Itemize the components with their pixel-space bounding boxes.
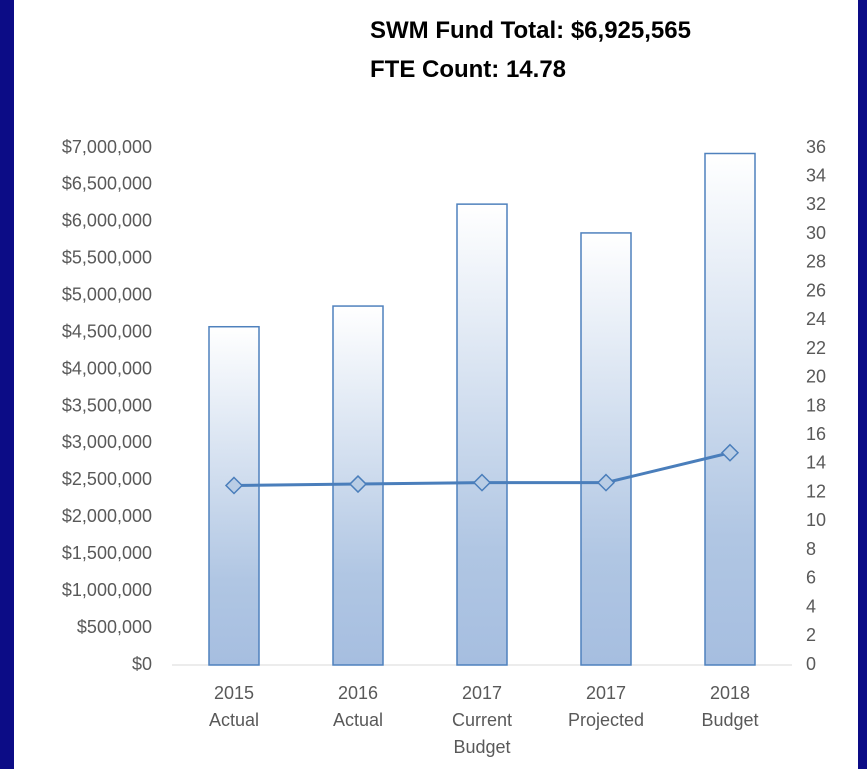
y2-tick-label: 10 xyxy=(806,510,826,530)
y2-tick-label: 4 xyxy=(806,596,816,616)
y2-tick-label: 20 xyxy=(806,367,826,387)
x-tick-label: 2016 xyxy=(338,683,378,703)
y-tick-label: $7,000,000 xyxy=(62,137,152,157)
line-marker xyxy=(348,474,368,494)
x-tick-label: 2018 xyxy=(710,683,750,703)
y2-tick-label: 32 xyxy=(806,194,826,214)
y-tick-label: $0 xyxy=(132,654,152,674)
y2-tick-label: 16 xyxy=(806,424,826,444)
y-tick-label: $4,500,000 xyxy=(62,321,152,341)
y-tick-label: $5,000,000 xyxy=(62,284,152,304)
x-tick-label: Actual xyxy=(333,710,383,730)
chart-title: SWM Fund Total: $6,925,565 xyxy=(370,17,691,44)
y2-tick-label: 36 xyxy=(806,137,826,157)
y2-tick-label: 0 xyxy=(806,654,816,674)
x-tick-label: 2015 xyxy=(214,683,254,703)
x-tick-label: 2017 xyxy=(586,683,626,703)
y-tick-label: $4,000,000 xyxy=(62,358,152,378)
y-tick-label: $2,500,000 xyxy=(62,469,152,489)
line-marker xyxy=(224,476,244,495)
y2-tick-label: 2 xyxy=(806,625,816,645)
y2-tick-label: 30 xyxy=(806,223,826,243)
y-tick-label: $6,000,000 xyxy=(62,211,152,231)
line-marker xyxy=(720,443,740,462)
y2-tick-label: 24 xyxy=(806,309,826,329)
x-tick-label: 2017 xyxy=(462,683,502,703)
y2-tick-label: 8 xyxy=(806,539,816,559)
line-marker xyxy=(596,473,616,492)
y2-tick-label: 12 xyxy=(806,481,826,501)
y2-tick-label: 26 xyxy=(806,280,826,300)
y-tick-label: $3,000,000 xyxy=(62,432,152,452)
y2-tick-label: 28 xyxy=(806,252,826,272)
bar xyxy=(704,152,756,666)
chart-subtitle: FTE Count: 14.78 xyxy=(370,56,566,83)
x-tick-label: Current xyxy=(452,710,512,730)
line-marker xyxy=(472,473,492,492)
x-tick-label: Projected xyxy=(568,710,644,730)
y-tick-label: $1,000,000 xyxy=(62,580,152,600)
y-tick-label: $500,000 xyxy=(77,617,152,637)
y-tick-label: $1,500,000 xyxy=(62,543,152,563)
bar xyxy=(580,232,632,666)
x-tick-label: Budget xyxy=(453,737,510,757)
y2-tick-label: 18 xyxy=(806,395,826,415)
x-tick-label: Budget xyxy=(701,710,758,730)
y2-tick-label: 22 xyxy=(806,338,826,358)
y-tick-label: $2,000,000 xyxy=(62,506,152,526)
y-tick-label: $5,500,000 xyxy=(62,248,152,268)
y-tick-label: $3,500,000 xyxy=(62,395,152,415)
y2-tick-label: 14 xyxy=(806,453,826,473)
y2-tick-label: 6 xyxy=(806,568,816,588)
y-tick-label: $6,500,000 xyxy=(62,174,152,194)
bar xyxy=(208,325,260,666)
y2-tick-label: 34 xyxy=(806,165,826,185)
x-tick-label: Actual xyxy=(209,710,259,730)
bar xyxy=(456,203,508,666)
